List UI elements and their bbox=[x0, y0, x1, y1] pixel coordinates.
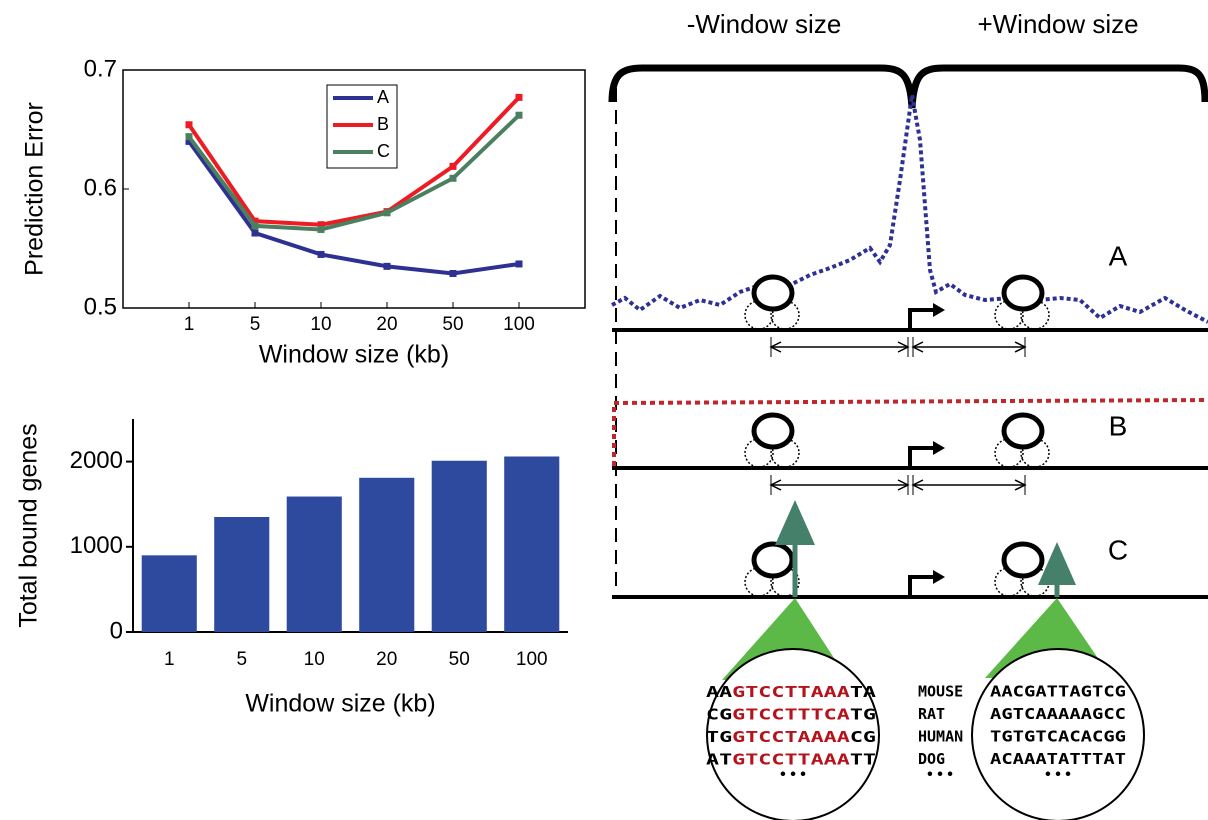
sequence-part: CG bbox=[706, 705, 732, 723]
tss-arrow-head bbox=[933, 303, 945, 317]
point-marker bbox=[318, 251, 325, 258]
x-tick-label: 1 bbox=[164, 649, 175, 670]
nucleosome bbox=[754, 277, 792, 309]
x-axis-label: Window size (kb) bbox=[245, 690, 435, 718]
sequence-part: TG bbox=[850, 705, 876, 723]
track-label: A bbox=[1109, 240, 1128, 271]
bar bbox=[504, 456, 559, 632]
legend-label: C bbox=[377, 141, 390, 161]
nucleosomes bbox=[745, 277, 1049, 597]
x-tick-label: 20 bbox=[376, 649, 397, 670]
y-tick-label: 0 bbox=[110, 617, 123, 644]
x-tick-label: 10 bbox=[304, 649, 325, 670]
track-label: C bbox=[1108, 534, 1128, 565]
brace-label: +Window size bbox=[977, 9, 1138, 39]
point-marker bbox=[516, 94, 523, 101]
point-marker bbox=[450, 175, 457, 182]
sequence-part: GTCCTTAAA bbox=[732, 683, 850, 701]
legend-label: A bbox=[377, 87, 389, 107]
species-name: HUMAN bbox=[918, 728, 963, 746]
x-tick-label: 50 bbox=[449, 649, 470, 670]
point-marker bbox=[450, 270, 457, 277]
y-axis-label: Total bound genes bbox=[15, 423, 43, 627]
species-name: MOUSE bbox=[918, 683, 963, 701]
nucleosome bbox=[1004, 544, 1042, 576]
point-marker bbox=[516, 112, 523, 119]
point-marker bbox=[186, 121, 193, 128]
x-tick-label: 100 bbox=[503, 314, 535, 335]
nucleosome bbox=[1004, 277, 1042, 309]
bar bbox=[287, 497, 342, 632]
ellipsis: • • • bbox=[927, 766, 953, 783]
ellipsis: • • • bbox=[780, 766, 806, 783]
track-label: B bbox=[1109, 410, 1128, 441]
point-marker bbox=[516, 260, 523, 267]
ellipsis: • • • bbox=[1045, 766, 1071, 783]
bar bbox=[359, 478, 414, 632]
x-tick-label: 1 bbox=[184, 314, 195, 335]
sequence-part: GTCCTAAAA bbox=[732, 728, 850, 746]
point-marker bbox=[252, 230, 259, 237]
sequence-part: AA bbox=[706, 683, 732, 701]
x-tick-label: 20 bbox=[376, 314, 397, 335]
sequence-part: CG bbox=[850, 728, 876, 746]
x-tick-label: 50 bbox=[442, 314, 463, 335]
sequence-part: TT bbox=[850, 750, 876, 768]
y-axis-label: Prediction Error bbox=[21, 102, 49, 276]
point-marker bbox=[186, 133, 193, 140]
x-tick-label: 5 bbox=[250, 314, 261, 335]
species-name: RAT bbox=[918, 705, 945, 723]
bar bbox=[142, 555, 197, 632]
tss-arrow bbox=[910, 310, 935, 330]
nucleosome bbox=[754, 415, 792, 447]
nucleosome bbox=[1004, 415, 1042, 447]
motif-arrow-head bbox=[775, 500, 815, 545]
point-marker bbox=[450, 163, 457, 170]
brace-label: -Window size bbox=[687, 9, 842, 39]
tss-arrow-head bbox=[933, 570, 945, 584]
tss-arrow-head bbox=[933, 441, 945, 455]
nucleosome bbox=[754, 544, 792, 576]
diagram bbox=[612, 68, 1208, 597]
y-tick-label: 0.7 bbox=[84, 55, 117, 82]
sequence-part: TG bbox=[706, 728, 732, 746]
tss-arrow bbox=[910, 448, 935, 468]
tss-arrow bbox=[910, 577, 935, 597]
x-axis-label: Window size (kb) bbox=[259, 341, 449, 369]
sequence-row: AGTCAAAAAGCC bbox=[990, 705, 1126, 723]
sequence-row: TGTGTCACACGG bbox=[990, 728, 1126, 746]
y-tick-label: 0.5 bbox=[84, 293, 117, 320]
figure: 0.50.60.715102050100ABCWindow size (kb)P… bbox=[0, 0, 1208, 820]
sequence-part: TA bbox=[850, 683, 876, 701]
brace bbox=[612, 68, 1205, 108]
sequence-row: AACGATTAGTCG bbox=[990, 683, 1126, 701]
y-tick-label: 2000 bbox=[70, 447, 123, 474]
signal-a bbox=[612, 95, 1208, 322]
bar bbox=[432, 461, 487, 632]
x-tick-label: 100 bbox=[516, 649, 548, 670]
point-marker bbox=[384, 263, 391, 270]
bar bbox=[214, 517, 269, 632]
point-marker bbox=[318, 226, 325, 233]
sequence-part: AT bbox=[706, 750, 732, 768]
sequence-part: GTCCTTTCA bbox=[732, 705, 850, 723]
point-marker bbox=[384, 209, 391, 216]
x-tick-label: 5 bbox=[236, 649, 247, 670]
y-tick-label: 0.6 bbox=[84, 174, 117, 201]
x-tick-label: 10 bbox=[310, 314, 331, 335]
y-tick-label: 1000 bbox=[70, 532, 123, 559]
point-marker bbox=[252, 222, 259, 229]
legend-label: B bbox=[377, 114, 389, 134]
